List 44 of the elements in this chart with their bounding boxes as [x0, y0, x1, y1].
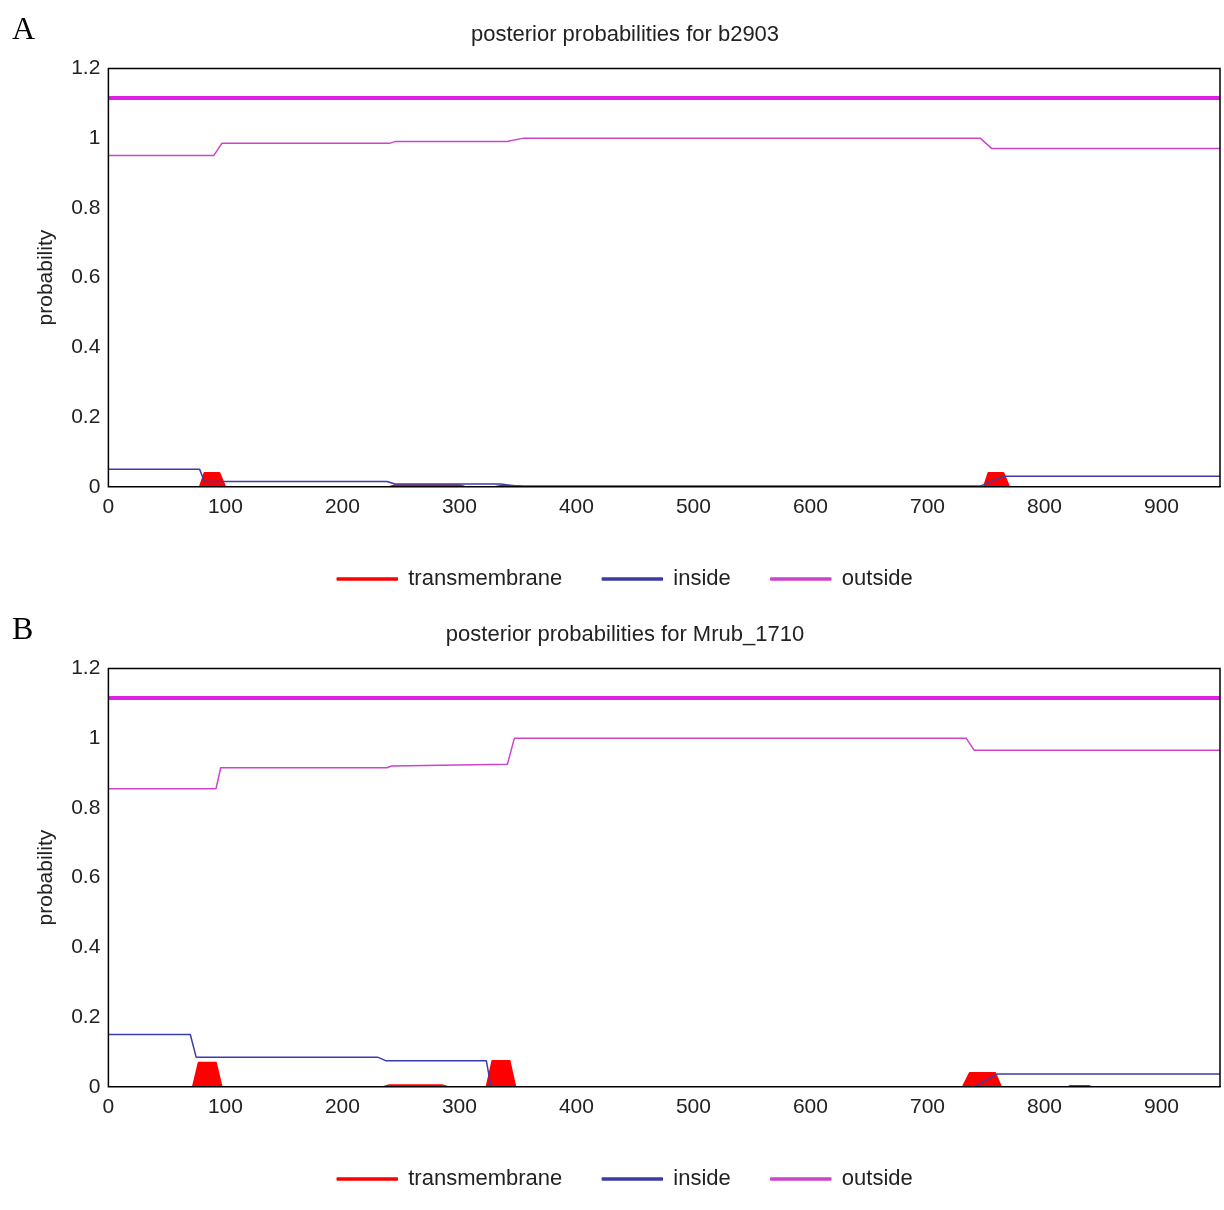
x-tick-label: 600	[792, 494, 828, 518]
x-tick-label: 200	[324, 494, 360, 518]
legend-label: outside	[841, 565, 913, 591]
x-tick-label: 900	[1143, 1094, 1180, 1118]
y-tick-label: 1	[88, 124, 101, 148]
y-tick-label: 0	[88, 473, 101, 497]
x-tick-label: 200	[324, 1094, 360, 1118]
y-tick-label: 0.2	[71, 403, 101, 427]
y-tick-label: 0.8	[71, 194, 101, 218]
x-tick-label: 600	[792, 1094, 828, 1118]
y-tick-label: 0.4	[71, 934, 101, 958]
chart-title: posterior probabilities for b2903	[470, 21, 780, 47]
legend-label: outside	[841, 1165, 913, 1191]
x-tick-label: 800	[1026, 494, 1063, 518]
y-axis-title: probability	[33, 829, 57, 926]
legend-label: inside	[673, 1165, 731, 1191]
x-tick-label: 100	[207, 494, 243, 518]
y-tick-label: 0.8	[71, 794, 101, 818]
y-tick-label: 0.6	[71, 864, 101, 888]
y-tick-label: 1	[88, 724, 101, 748]
y-tick-label: 0.2	[71, 1003, 101, 1027]
y-tick-label: 1.2	[71, 655, 101, 679]
legend-label: transmembrane	[408, 565, 563, 591]
legend-label: inside	[673, 565, 731, 591]
y-tick-label: 0.4	[71, 334, 101, 358]
x-tick-label: 800	[1026, 1094, 1063, 1118]
x-tick-label: 700	[909, 1094, 945, 1118]
y-tick-label: 1.2	[71, 55, 101, 79]
x-tick-label: 500	[675, 494, 711, 518]
y-axis-title: probability	[33, 229, 57, 326]
x-tick-label: 900	[1143, 494, 1180, 518]
text: A	[12, 10, 36, 47]
x-tick-label: 100	[207, 1094, 243, 1118]
x-tick-label: 300	[441, 494, 477, 518]
chart-title: posterior probabilities for Mrub_1710	[445, 621, 805, 647]
y-tick-label: 0	[88, 1073, 101, 1097]
x-tick-label: 400	[558, 494, 594, 518]
x-tick-label: 500	[675, 1094, 711, 1118]
legend-label: transmembrane	[408, 1165, 563, 1191]
text: B	[12, 610, 34, 647]
y-tick-label: 0.6	[71, 264, 101, 288]
x-tick-label: 700	[909, 494, 945, 518]
x-tick-label: 300	[441, 1094, 477, 1118]
x-tick-label: 400	[558, 1094, 594, 1118]
